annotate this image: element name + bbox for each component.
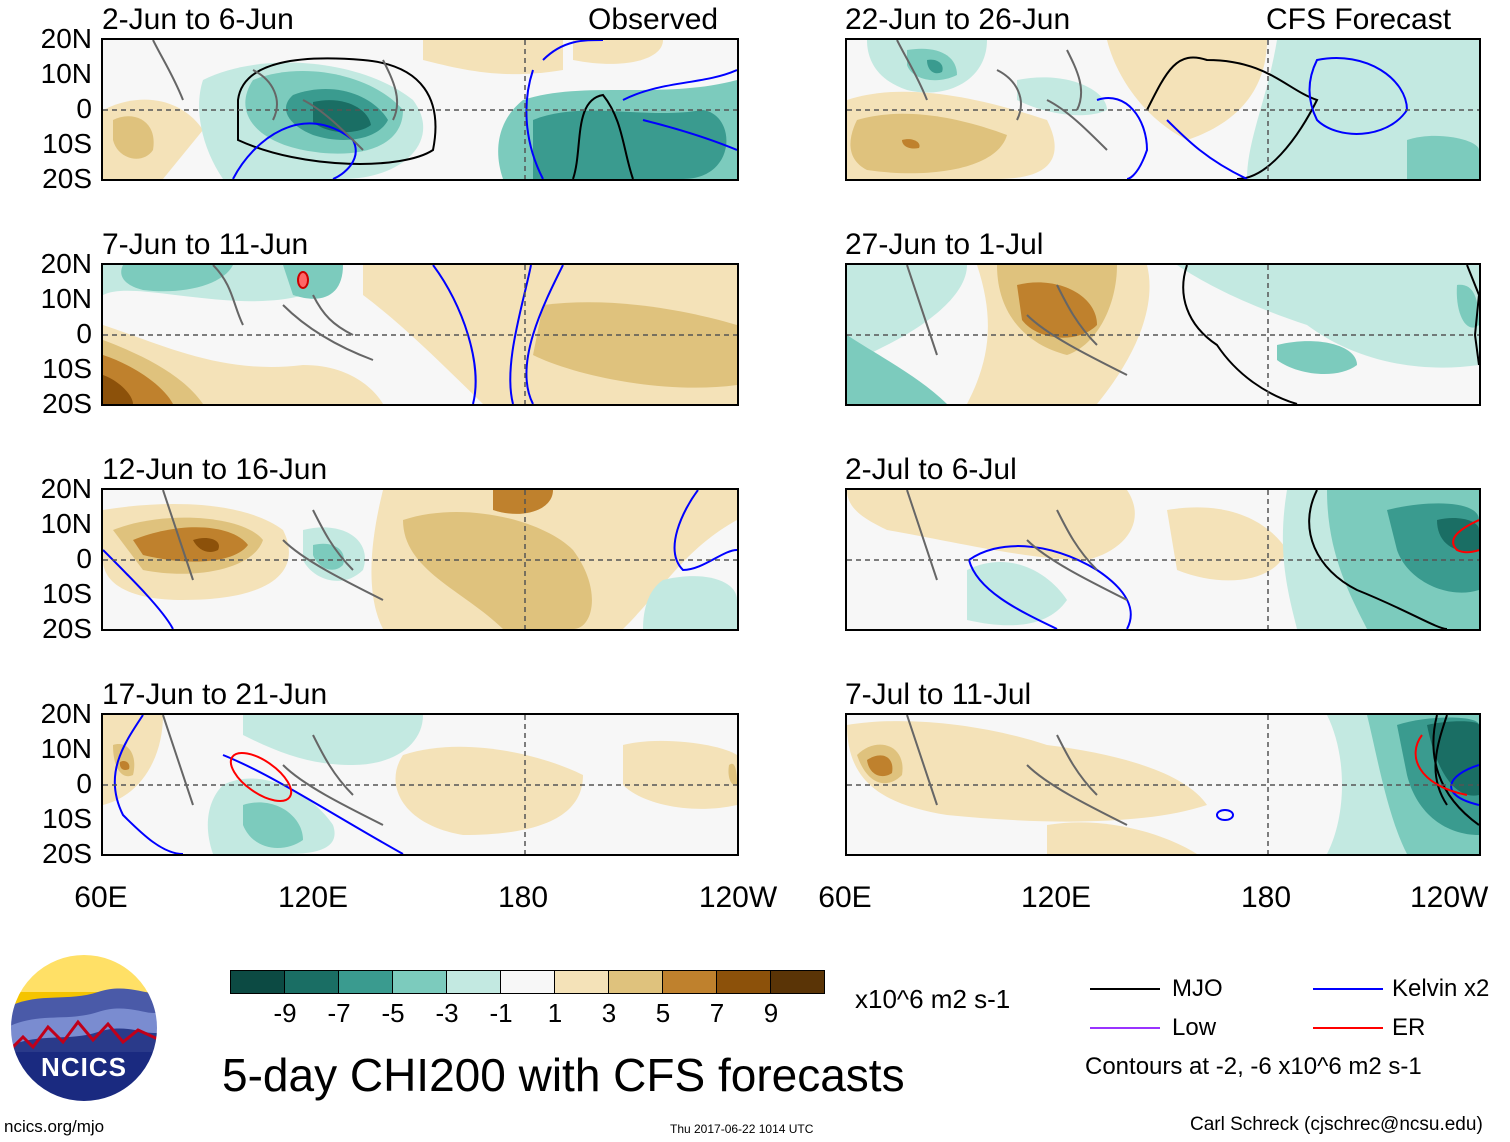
legend-line-er: [1313, 1027, 1383, 1029]
colorbar-swatch: [500, 970, 555, 994]
lat-label: 20S: [42, 163, 92, 194]
lat-label: 10N: [40, 283, 92, 314]
colorbar-swatch: [446, 970, 501, 994]
lat-label: 0: [76, 93, 92, 124]
colorbar-swatch: [770, 970, 825, 994]
panel-title-4: 17-Jun to 21-Jun: [102, 678, 328, 711]
lat-label: 10S: [42, 353, 92, 384]
lat-label: 20S: [42, 613, 92, 644]
colorbar-tick: -9: [273, 998, 297, 1028]
colorbar-swatch: [662, 970, 717, 994]
colorbar-swatch: [338, 970, 393, 994]
colorbar-tick: 5: [655, 998, 671, 1028]
map-panel-22jun: [845, 38, 1481, 181]
ncics-logo: NCICS: [8, 952, 160, 1104]
lon-label: 120E: [277, 881, 349, 914]
panel-title-6: 27-Jun to 1-Jul: [845, 228, 1044, 261]
legend-line-kelvin: [1313, 988, 1383, 990]
panel-title-1: 2-Jun to 6-Jun: [102, 3, 294, 36]
lat-label: 10S: [42, 803, 92, 834]
colorbar-tick: 7: [709, 998, 725, 1028]
legend-label-er: ER: [1392, 1014, 1426, 1041]
lat-label: 10N: [40, 733, 92, 764]
map-panel-2jun: [101, 38, 739, 181]
logo-text: NCICS: [41, 1052, 127, 1082]
credit: Carl Schreck (cjschrec@ncsu.edu): [1190, 1114, 1483, 1135]
colorbar-tick: 9: [763, 998, 779, 1028]
lat-label: 20N: [40, 698, 92, 729]
contours-note: Contours at -2, -6 x10^6 m2 s-1: [1085, 1053, 1422, 1080]
colorbar-tick: 1: [547, 998, 563, 1028]
colorbar-tick: -1: [489, 998, 513, 1028]
lat-label: 20S: [42, 388, 92, 419]
lat-label: 0: [76, 543, 92, 574]
lat-label: 0: [76, 768, 92, 799]
lat-label: 10S: [42, 128, 92, 159]
lat-label: 20S: [42, 838, 92, 869]
source-link[interactable]: ncics.org/mjo: [4, 1117, 105, 1136]
map-panel-12jun: [101, 488, 739, 631]
lon-label: 180: [1240, 881, 1292, 914]
lat-label: 10S: [42, 578, 92, 609]
panel-title-8: 7-Jul to 11-Jul: [845, 678, 1032, 711]
map-panel-17jun: [101, 713, 739, 856]
observed-label: Observed: [588, 3, 719, 36]
colorbar-swatch: [230, 970, 285, 994]
timestamp: Thu 2017-06-22 1014 UTC: [670, 1122, 814, 1136]
colorbar-tick: -3: [435, 998, 459, 1028]
lat-label: 10N: [40, 508, 92, 539]
lon-label: 60E: [74, 881, 128, 914]
map-panel-2jul: [845, 488, 1481, 631]
lat-label: 20N: [40, 473, 92, 504]
legend-label-mjo: MJO: [1172, 975, 1223, 1002]
panel-title-5: 22-Jun to 26-Jun: [845, 3, 1071, 36]
legend-line-mjo: [1090, 988, 1160, 990]
panel-title-7: 2-Jul to 6-Jul: [845, 453, 1017, 486]
panel-title-2: 7-Jun to 11-Jun: [102, 228, 309, 261]
colorbar-swatch: [716, 970, 771, 994]
colorbar-tick: 3: [601, 998, 617, 1028]
colorbar-tick: -7: [327, 998, 351, 1028]
lat-label: 10N: [40, 58, 92, 89]
cfs-forecast-label: CFS Forecast: [1266, 3, 1452, 36]
legend-label-low: Low: [1172, 1014, 1217, 1041]
lon-label: 120W: [1410, 881, 1489, 914]
lon-label: 120W: [698, 881, 778, 914]
panel-title-3: 12-Jun to 16-Jun: [102, 453, 328, 486]
lat-label: 0: [76, 318, 92, 349]
colorbar-tick: -5: [381, 998, 405, 1028]
legend-label-kelvin: Kelvin x2: [1392, 975, 1490, 1002]
lon-label: 120E: [1020, 881, 1092, 914]
colorbar-swatch: [554, 970, 609, 994]
colorbar-swatch: [392, 970, 447, 994]
map-panel-7jul: [845, 713, 1481, 856]
main-title: 5-day CHI200 with CFS forecasts: [222, 1049, 905, 1101]
map-panel-7jun: [101, 263, 739, 406]
colorbar-swatch: [608, 970, 663, 994]
map-panel-27jun: [845, 263, 1481, 406]
lon-label: 60E: [818, 881, 872, 914]
colorbar-swatch: [284, 970, 339, 994]
lat-label: 20N: [40, 248, 92, 279]
colorbar-units: x10^6 m2 s-1: [855, 984, 1011, 1014]
lat-label: 20N: [40, 23, 92, 54]
legend-line-low: [1090, 1027, 1160, 1029]
lon-label: 180: [497, 881, 549, 914]
